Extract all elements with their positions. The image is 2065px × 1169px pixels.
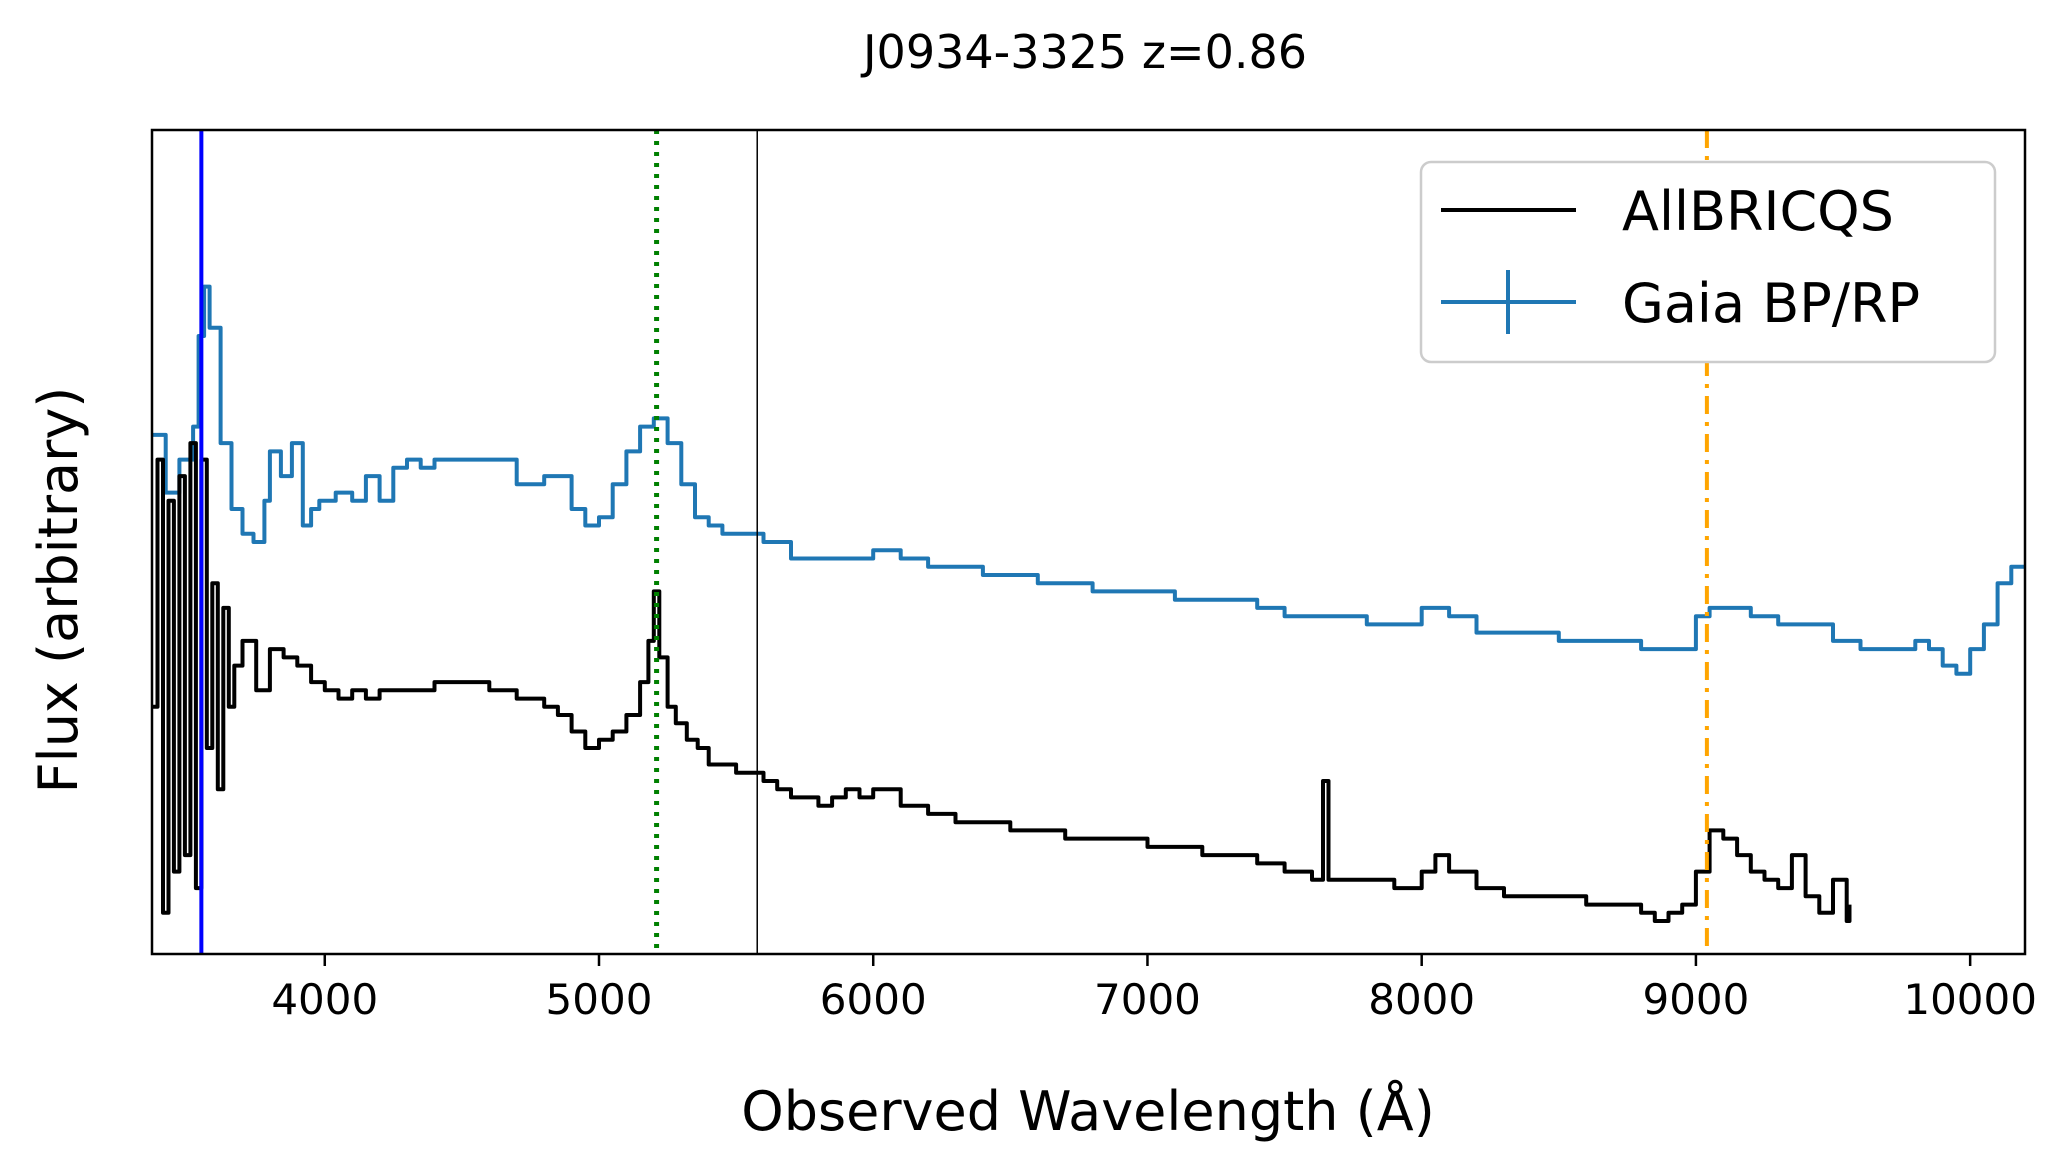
legend-allbricqs-label: AllBRICQS bbox=[1622, 180, 1894, 243]
chart-title: J0934-3325 z=0.86 bbox=[860, 25, 1307, 79]
series-allbricqs bbox=[152, 441, 1852, 923]
x-axis-label: Observed Wavelength (Å) bbox=[741, 1079, 1435, 1143]
x-axis-ticks: 4000 5000 6000 7000 8000 9000 10000 bbox=[271, 954, 2037, 1024]
axes-frame bbox=[150, 128, 2027, 956]
plot-area bbox=[152, 130, 2025, 954]
x-tick-label: 10000 bbox=[1903, 975, 2037, 1024]
y-axis-label: Flux (arbitrary) bbox=[27, 387, 90, 794]
x-tick-label: 7000 bbox=[1094, 975, 1201, 1024]
x-tick-label: 6000 bbox=[820, 975, 927, 1024]
legend-gaia-label: Gaia BP/RP bbox=[1622, 272, 1920, 335]
series-gaia-bp-rp bbox=[152, 284, 2025, 676]
x-tick-label: 4000 bbox=[271, 975, 378, 1024]
x-tick-label: 5000 bbox=[546, 975, 653, 1024]
x-tick-label: 8000 bbox=[1368, 975, 1475, 1024]
legend: AllBRICQS Gaia BP/RP bbox=[1419, 160, 1997, 364]
x-tick-label: 9000 bbox=[1642, 975, 1749, 1024]
